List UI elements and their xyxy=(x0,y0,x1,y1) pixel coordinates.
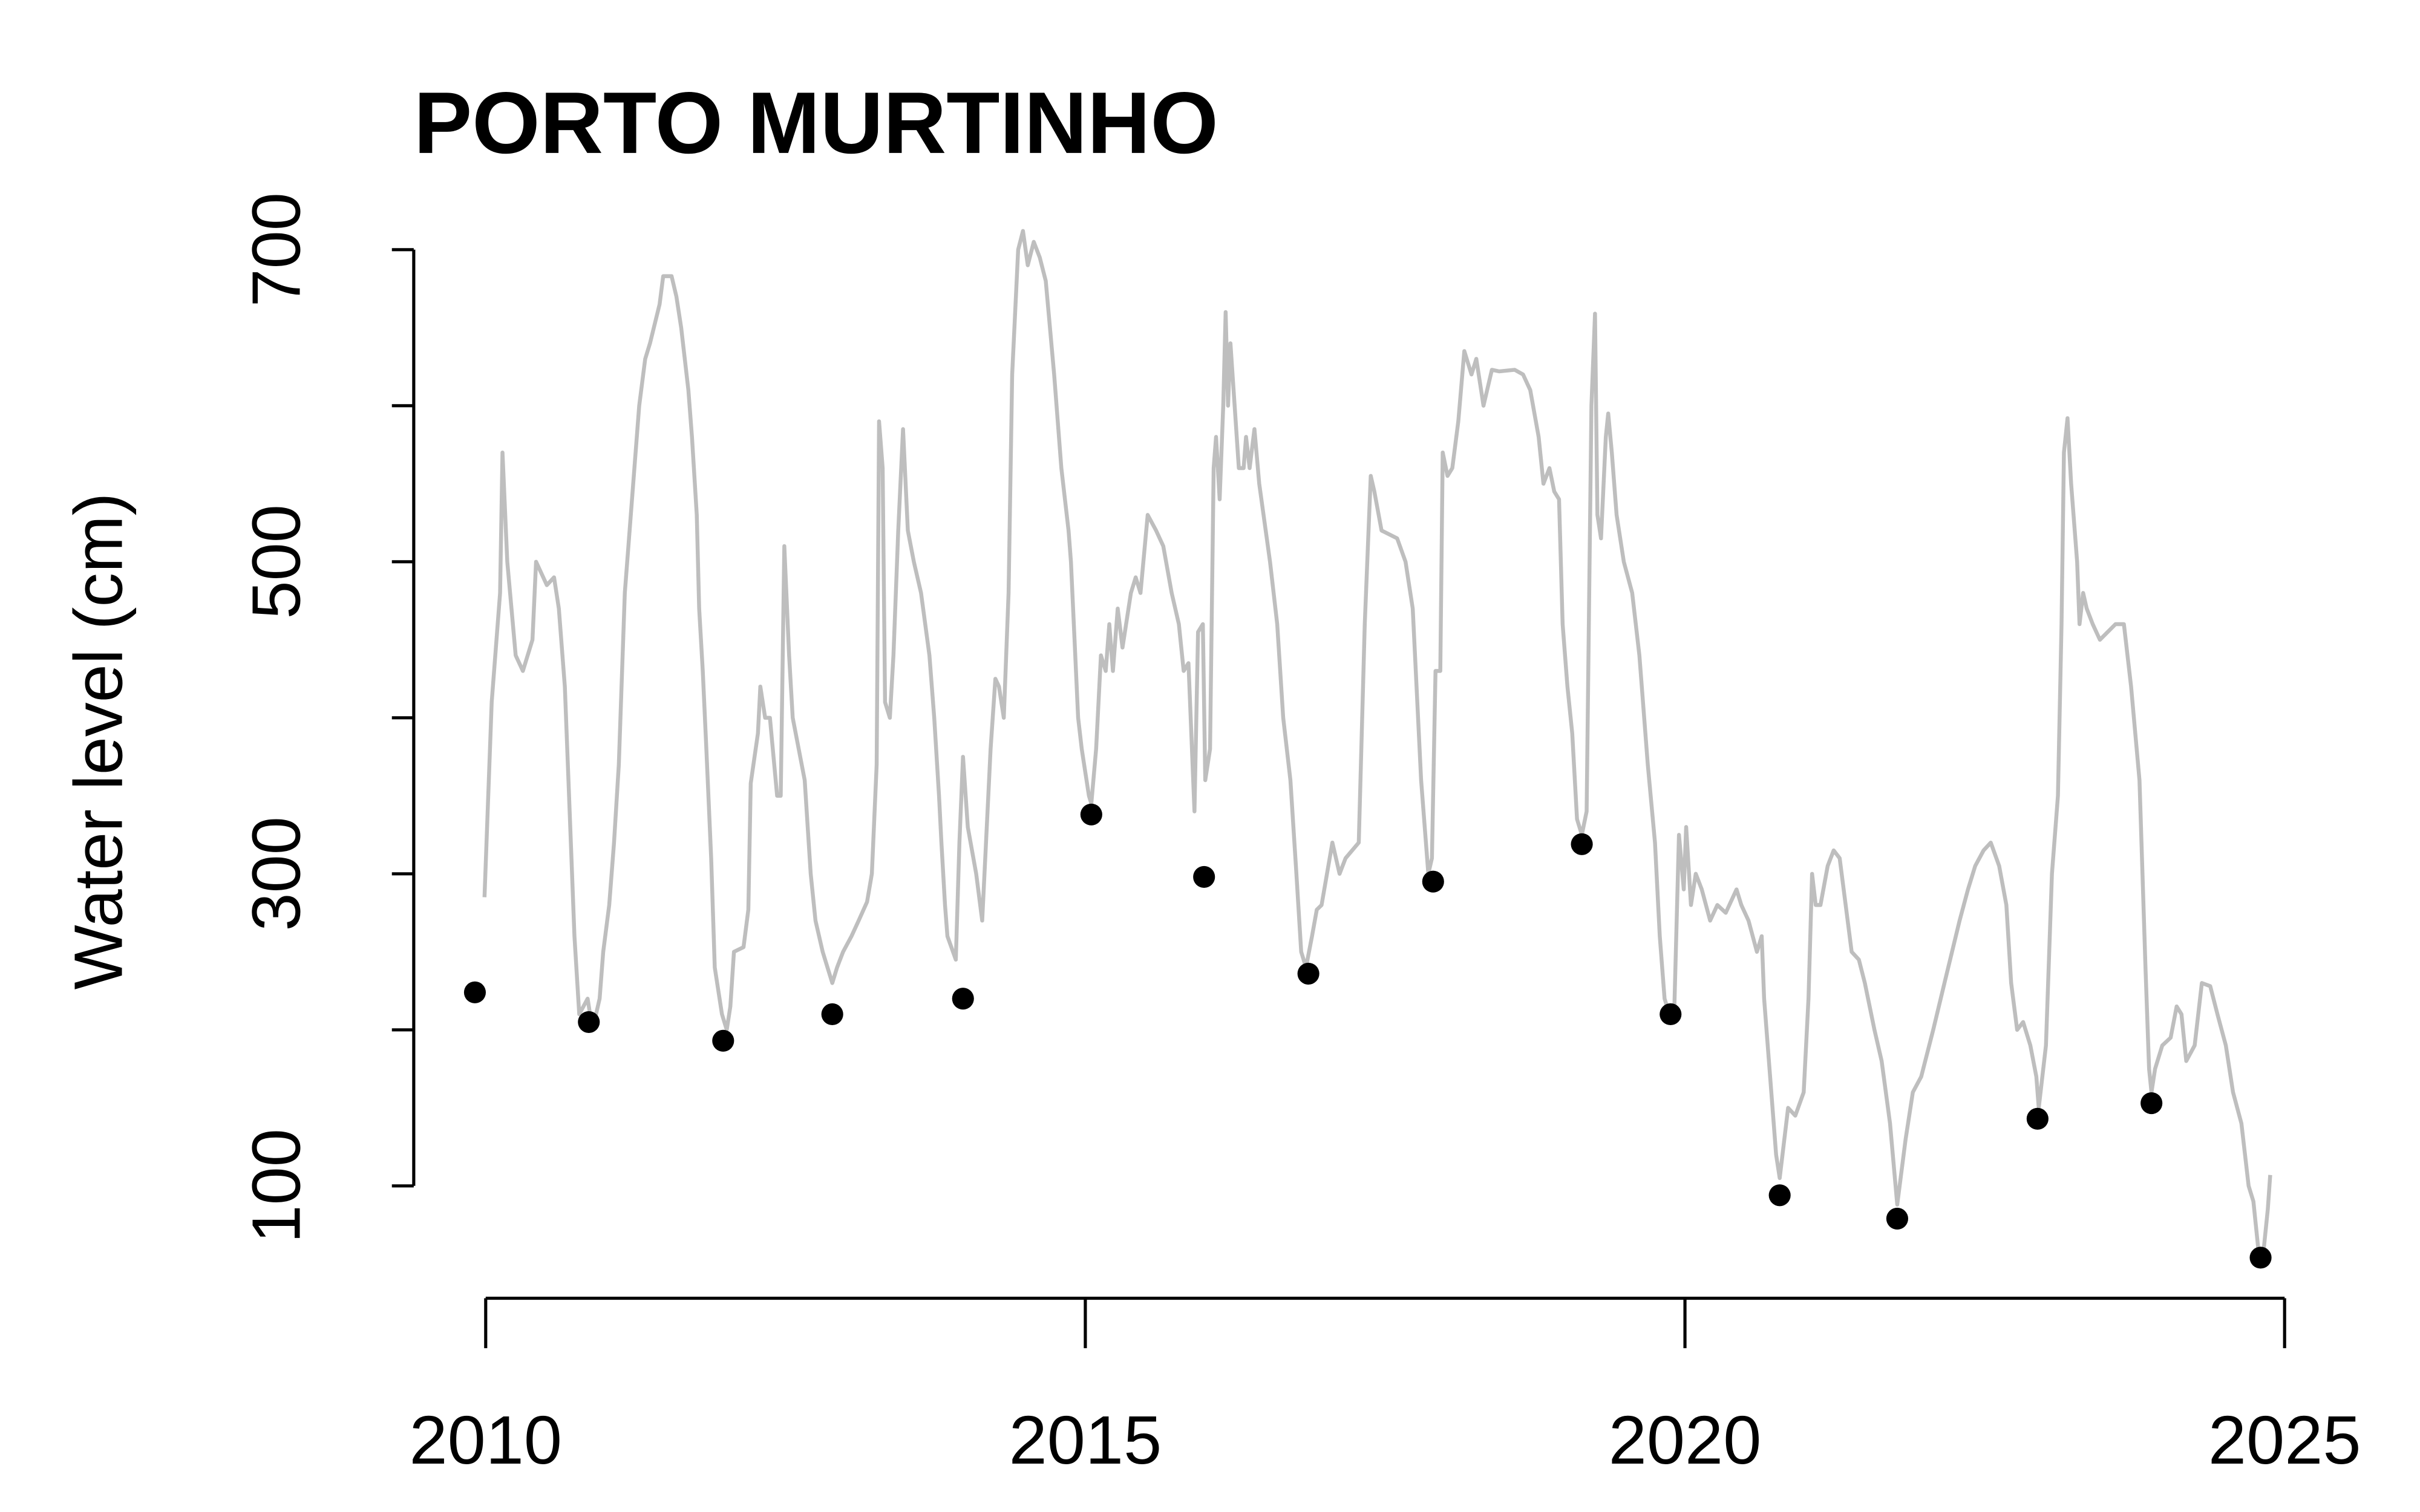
minimum-point xyxy=(1886,1207,1908,1230)
y-tick-label: 500 xyxy=(238,504,315,619)
x-tick-label: 2020 xyxy=(1609,1402,1762,1479)
minimum-point xyxy=(2140,1092,2163,1115)
y-axis-title: Water level (cm) xyxy=(60,493,137,990)
minimum-point xyxy=(2249,1246,2272,1269)
x-tick-label: 2025 xyxy=(2208,1402,2361,1479)
minimum-point xyxy=(1080,803,1102,826)
water-level-line xyxy=(482,229,2272,1259)
minimum-point xyxy=(1571,833,1593,855)
minimum-point xyxy=(712,1029,734,1052)
minimum-point xyxy=(578,1011,600,1033)
minimum-point xyxy=(1297,962,1320,985)
x-tick-label: 2010 xyxy=(410,1402,563,1479)
y-tick-label: 700 xyxy=(238,192,315,307)
minimum-point xyxy=(1660,1003,1682,1026)
minimum-point xyxy=(821,1003,843,1026)
x-tick-label: 2015 xyxy=(1009,1402,1162,1479)
minimum-point xyxy=(1193,865,1215,888)
chart-title: PORTO MURTINHO xyxy=(414,74,1218,172)
y-tick-label: 100 xyxy=(238,1129,315,1243)
minimum-point xyxy=(1422,870,1444,893)
minimum-point xyxy=(1768,1184,1791,1207)
minimum-point xyxy=(952,988,974,1010)
minimum-point xyxy=(2026,1107,2049,1130)
y-tick-label: 300 xyxy=(238,816,315,931)
minimum-point xyxy=(463,981,486,1003)
